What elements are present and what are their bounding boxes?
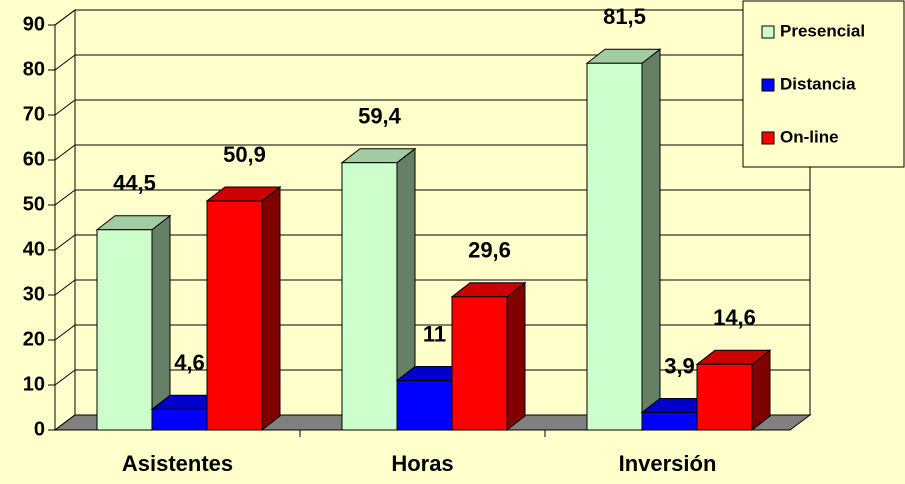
data-label: 14,6: [713, 305, 756, 330]
bar-front: [151, 408, 208, 431]
grid-line: [54, 324, 76, 341]
bar-front: [396, 380, 453, 431]
legend-label: Presencial: [780, 21, 865, 40]
bar-side: [506, 281, 526, 432]
bar-side: [641, 48, 661, 432]
bar: [95, 214, 172, 432]
y-tick-label: 40: [23, 238, 45, 260]
bar: [450, 281, 527, 432]
x-tick-label: Horas: [391, 451, 453, 476]
data-label: 3,9: [664, 353, 695, 378]
grid-line: [54, 144, 76, 161]
x-tick-label: Inversión: [619, 451, 717, 476]
bar-front: [96, 229, 153, 431]
data-label: 44,5: [113, 171, 156, 196]
grid-line: [54, 189, 76, 206]
grid-line: [54, 279, 76, 296]
legend-label: Distancia: [780, 74, 856, 93]
y-tick-label: 80: [23, 58, 45, 80]
bar-front: [206, 200, 263, 431]
grid-line: [54, 9, 76, 26]
data-label: 50,9: [223, 142, 266, 167]
data-label: 59,4: [358, 104, 402, 129]
x-tick-label: Asistentes: [122, 451, 233, 476]
y-tick-label: 10: [23, 373, 45, 395]
bar-front: [341, 162, 398, 431]
y-tick-label: 20: [23, 328, 45, 350]
data-label: 11: [423, 321, 446, 346]
bar-side: [261, 185, 281, 432]
y-tick-label: 90: [23, 13, 45, 35]
y-tick-label: 60: [23, 148, 45, 170]
y-tick-label: 30: [23, 283, 45, 305]
grid-line: [54, 54, 76, 71]
grid-line: [54, 369, 76, 386]
data-label: 29,6: [468, 238, 511, 263]
bar-front: [586, 62, 643, 431]
legend-swatch: [761, 25, 775, 39]
bar: [340, 147, 417, 432]
legend-swatch: [761, 78, 775, 92]
bar: [585, 48, 662, 432]
back-wall: [74, 9, 811, 416]
bar: [695, 349, 772, 432]
y-tick-label: 50: [23, 193, 45, 215]
y-tick-label: 70: [23, 103, 45, 125]
y-tick-label: 0: [34, 418, 45, 440]
bar-front: [451, 296, 508, 431]
legend-label: On-line: [780, 127, 839, 146]
legend-swatch: [761, 131, 775, 145]
bar-front: [641, 411, 698, 431]
data-label: 4,6: [174, 350, 205, 375]
bar: [205, 185, 282, 432]
side-wall: [54, 9, 76, 431]
bar-front: [696, 363, 753, 431]
data-label: 81,5: [603, 4, 646, 29]
grid-line: [54, 234, 76, 251]
grid-line: [54, 99, 76, 116]
